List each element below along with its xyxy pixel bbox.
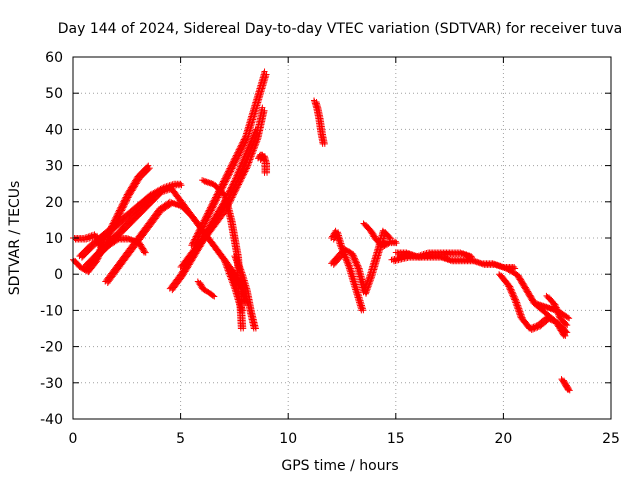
series-arc-v	[496, 271, 569, 339]
data-point-marker	[566, 315, 573, 322]
series-arc-o	[311, 97, 328, 147]
data-points	[70, 68, 573, 394]
data-point-marker	[141, 249, 148, 256]
data-point-marker	[358, 307, 365, 314]
data-point-marker	[511, 263, 518, 270]
y-tick-label: 10	[45, 231, 63, 247]
y-tick-label: 20	[45, 195, 63, 211]
data-point-marker	[259, 104, 266, 111]
data-point-marker	[392, 238, 399, 245]
y-tick-label: 0	[54, 267, 63, 283]
data-point-marker	[562, 321, 569, 328]
y-tick-label: -40	[40, 412, 63, 428]
axis-ticks	[72, 56, 612, 420]
series-arc-l	[231, 253, 259, 332]
series-arc-d	[80, 184, 174, 272]
x-tick-label: 20	[494, 431, 512, 447]
y-tick-label: 30	[45, 159, 63, 175]
y-tick-label: -20	[40, 340, 63, 356]
x-tick-label: 10	[279, 431, 297, 447]
data-point-marker	[559, 331, 566, 338]
chart-title: Day 144 of 2024, Sidereal Day-to-day VTE…	[58, 21, 622, 37]
series-arc-x	[543, 292, 571, 329]
data-point-marker	[209, 292, 216, 299]
x-tick-labels: 0 5 10 15 20 25	[69, 431, 620, 447]
series-arc-m	[255, 151, 271, 176]
y-axis-label: SDTVAR / TECUs	[7, 181, 23, 296]
y-tick-label: 50	[45, 86, 63, 102]
data-point-marker	[237, 325, 244, 332]
data-point-marker	[261, 107, 268, 114]
data-point-marker	[546, 315, 553, 322]
data-point-marker	[146, 165, 153, 172]
y-tick-label: 40	[45, 122, 63, 138]
y-tick-labels: -40 -30 -20 -10 0 10 20 30 40 50 60	[40, 50, 63, 428]
data-point-marker	[263, 71, 270, 78]
series-arc-i	[177, 104, 268, 272]
data-point-marker	[261, 68, 268, 75]
x-axis-label: GPS time / hours	[281, 458, 398, 474]
series-arc-r	[360, 220, 400, 250]
data-point-marker	[211, 293, 218, 300]
series-arc-g	[166, 184, 246, 314]
data-point-marker	[250, 325, 257, 332]
data-point-marker	[261, 169, 268, 176]
x-tick-label: 25	[602, 431, 620, 447]
y-tick-label: 60	[45, 50, 63, 66]
x-tick-label: 0	[69, 431, 78, 447]
data-point-marker	[564, 314, 571, 321]
x-tick-label: 5	[176, 431, 185, 447]
data-point-marker	[564, 387, 571, 394]
y-tick-label: -30	[40, 376, 63, 392]
y-tick-label: -10	[40, 303, 63, 319]
series-arc-q	[328, 227, 394, 297]
series-arc-j	[188, 68, 270, 250]
data-point-marker	[560, 332, 567, 339]
x-tick-label: 15	[387, 431, 405, 447]
data-point-marker	[145, 162, 152, 169]
data-point-marker	[177, 180, 184, 187]
series-arc-y	[558, 376, 573, 394]
data-point-marker	[319, 140, 326, 147]
series-arc-n	[194, 278, 218, 300]
grid-lines	[73, 57, 611, 419]
